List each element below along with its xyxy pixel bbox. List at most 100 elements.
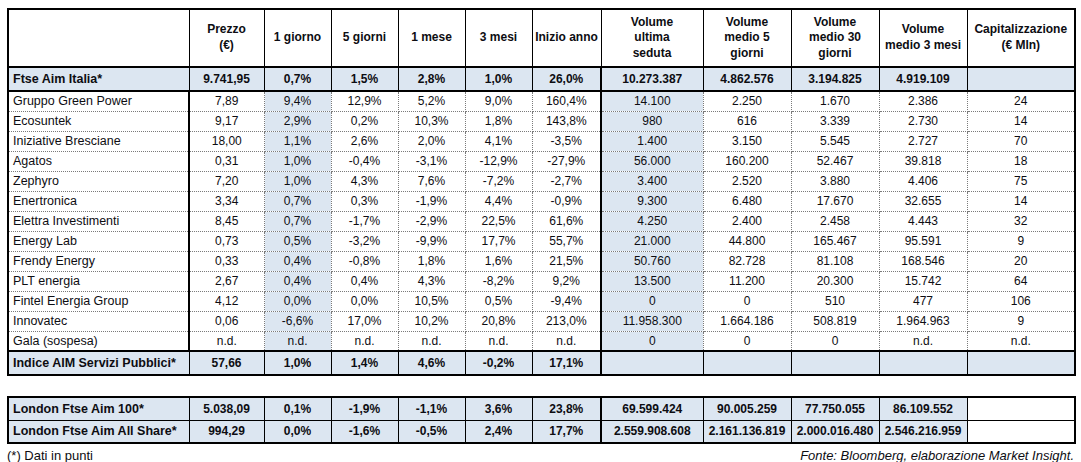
table-row: Enertronica3,340,7%0,3%-1,9%4,4%-0,9%9.3… xyxy=(8,191,1075,211)
cell: 2.559.908.608 xyxy=(601,420,703,443)
column-header: Capitalizzazione (€ Mln) xyxy=(967,9,1075,67)
row-label: PLT energia xyxy=(8,271,189,291)
cell: 2.250 xyxy=(703,91,791,111)
cell: 69.599.424 xyxy=(601,397,703,420)
cell: 11.200 xyxy=(703,271,791,291)
cell: 2,9% xyxy=(264,111,331,131)
cell: -1,1% xyxy=(398,397,465,420)
cell: 1.400 xyxy=(601,131,703,151)
cell: 4,3% xyxy=(398,271,465,291)
row-label: Gala (sospesa) xyxy=(8,331,189,351)
cell: 0,06 xyxy=(189,311,264,331)
cell: 57,66 xyxy=(189,351,264,375)
cell: 14 xyxy=(967,191,1075,211)
cell: 508.819 xyxy=(791,311,879,331)
cell: 90.005.259 xyxy=(703,397,791,420)
cell: -1,9% xyxy=(398,191,465,211)
cell: 0 xyxy=(601,291,703,311)
cell: 18,00 xyxy=(189,131,264,151)
cell: 13.500 xyxy=(601,271,703,291)
cell: 4,1% xyxy=(465,131,532,151)
footnotes: (*) Dati in punti Fonte: Bloomberg, elab… xyxy=(7,448,1074,462)
cell: 10,2% xyxy=(398,311,465,331)
cell: 4,12 xyxy=(189,291,264,311)
cell: n.d. xyxy=(264,331,331,351)
cell: -9,9% xyxy=(398,231,465,251)
cell: -3,2% xyxy=(331,231,398,251)
cell xyxy=(967,351,1075,375)
cell: 0,0% xyxy=(264,291,331,311)
table-row: Ftse Aim Italia*9.741,950,7%1,5%2,8%1,0%… xyxy=(8,67,1075,91)
cell: 0,0% xyxy=(331,291,398,311)
cell: 160.200 xyxy=(703,151,791,171)
cell: -0,2% xyxy=(465,351,532,375)
cell: -1,9% xyxy=(331,397,398,420)
table-row: Elettra Investimenti8,450,7%-1,7%-2,9%22… xyxy=(8,211,1075,231)
table-row: Ecosuntek9,172,9%0,2%10,3%1,8%143,8%9806… xyxy=(8,111,1075,131)
row-label: Indice AIM Servizi Pubblici* xyxy=(8,351,189,375)
cell: 55,7% xyxy=(532,231,601,251)
cell: 106 xyxy=(967,291,1075,311)
column-header: 3 mesi xyxy=(465,9,532,67)
cell: -3,1% xyxy=(398,151,465,171)
cell: 0,1% xyxy=(264,397,331,420)
column-header: Volume medio 30 giorni xyxy=(791,9,879,67)
cell: 1,8% xyxy=(398,251,465,271)
cell: 1.964.963 xyxy=(879,311,967,331)
row-label: Elettra Investimenti xyxy=(8,211,189,231)
cell: 4,4% xyxy=(465,191,532,211)
cell: -0,5% xyxy=(398,420,465,443)
cell: n.d. xyxy=(967,331,1075,351)
aim-italia-report: Prezzo (€)1 giorno5 giorni1 mese3 mesiIn… xyxy=(0,0,1081,462)
cell: 0,5% xyxy=(465,291,532,311)
cell: 1,0% xyxy=(264,351,331,375)
table-row: Zephyro7,201,0%4,3%7,6%-7,2%-2,7%3.4002.… xyxy=(8,171,1075,191)
london-ftse-aim-table: London Ftse Aim 100*5.038,090,1%-1,9%-1,… xyxy=(7,396,1076,444)
cell: 143,8% xyxy=(532,111,601,131)
cell: 4,6% xyxy=(398,351,465,375)
cell: 86.109.552 xyxy=(879,397,967,420)
table-row: London Ftse Aim 100*5.038,090,1%-1,9%-1,… xyxy=(8,397,1075,420)
cell: 3,34 xyxy=(189,191,264,211)
cell: 23,8% xyxy=(532,397,601,420)
table-row: Frendy Energy0,330,4%-0,8%1,8%1,6%21,5%5… xyxy=(8,251,1075,271)
table-row: Indice AIM Servizi Pubblici*57,661,0%1,4… xyxy=(8,351,1075,375)
cell xyxy=(879,351,967,375)
cell: 0,0% xyxy=(264,420,331,443)
cell: -7,2% xyxy=(465,171,532,191)
cell: 3,6% xyxy=(465,397,532,420)
cell: 3.339 xyxy=(791,111,879,131)
cell: 11.958.300 xyxy=(601,311,703,331)
cell: 20 xyxy=(967,251,1075,271)
cell: 0,2% xyxy=(331,111,398,131)
cell: -9,4% xyxy=(532,291,601,311)
cell: 12,9% xyxy=(331,91,398,111)
cell: 9.741,95 xyxy=(189,67,264,91)
cell: 24 xyxy=(967,91,1075,111)
table-row: Innovatec0,06-6,6%17,0%10,2%20,8%213,0%1… xyxy=(8,311,1075,331)
row-label: Innovatec xyxy=(8,311,189,331)
cell: 95.591 xyxy=(879,231,967,251)
cell: 20,8% xyxy=(465,311,532,331)
cell: 2.161.136.819 xyxy=(703,420,791,443)
cell: 2.386 xyxy=(879,91,967,111)
cell: 39.818 xyxy=(879,151,967,171)
cell: 2,6% xyxy=(331,131,398,151)
cell: 0,4% xyxy=(264,271,331,291)
cell: -3,5% xyxy=(532,131,601,151)
table-row: Gruppo Green Power7,899,4%12,9%5,2%9,0%1… xyxy=(8,91,1075,111)
cell: 9,17 xyxy=(189,111,264,131)
cell: 2.458 xyxy=(791,211,879,231)
cell: 0,31 xyxy=(189,151,264,171)
cell: 0,73 xyxy=(189,231,264,251)
cell: 1.664.186 xyxy=(703,311,791,331)
cell: n.d. xyxy=(465,331,532,351)
cell: 26,0% xyxy=(532,67,601,91)
cell: 2.520 xyxy=(703,171,791,191)
cell: 82.728 xyxy=(703,251,791,271)
cell: 2.730 xyxy=(879,111,967,131)
table-row: Agatos0,311,0%-0,4%-3,1%-12,9%-27,9%56.0… xyxy=(8,151,1075,171)
cell: 0,4% xyxy=(264,251,331,271)
cell: 52.467 xyxy=(791,151,879,171)
table-row: London Ftse Aim All Share*994,290,0%-1,6… xyxy=(8,420,1075,443)
